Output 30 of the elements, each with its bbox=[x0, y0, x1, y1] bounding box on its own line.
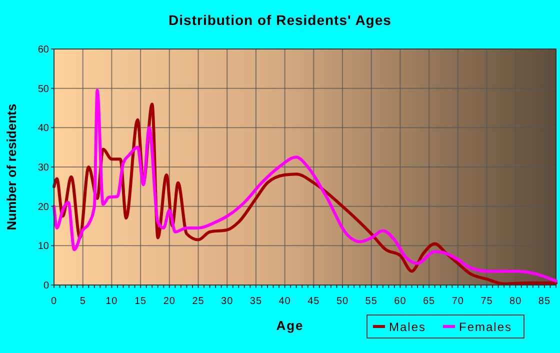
x-tick-label: 50 bbox=[336, 296, 349, 307]
y-tick-label: 60 bbox=[38, 44, 50, 56]
y-tick-label: 30 bbox=[38, 162, 50, 174]
x-tick-label: 30 bbox=[221, 296, 234, 307]
x-tick-label: 85 bbox=[538, 296, 551, 307]
x-tick-label: 25 bbox=[192, 296, 204, 307]
x-tick-label: 10 bbox=[106, 296, 118, 307]
x-tick-label: 70 bbox=[452, 296, 464, 307]
x-tick-label: 5 bbox=[80, 296, 86, 307]
x-tick-label: 60 bbox=[394, 296, 406, 307]
x-tick-label: 80 bbox=[510, 296, 522, 307]
y-tick-label: 0 bbox=[43, 280, 50, 292]
x-tick-label: 45 bbox=[308, 296, 320, 307]
x-tick-label: 65 bbox=[422, 296, 436, 307]
y-tick-label: 50 bbox=[38, 84, 50, 95]
legend-label: Males bbox=[389, 320, 426, 334]
chart-title: Distribution of Residents' Ages bbox=[168, 12, 392, 28]
x-tick-label: 0 bbox=[50, 296, 58, 307]
y-tick-label: 10 bbox=[38, 241, 50, 252]
x-tick-label: 55 bbox=[365, 296, 378, 307]
x-tick-label: 20 bbox=[163, 296, 176, 307]
x-tick-label: 40 bbox=[278, 296, 291, 307]
y-tick-label: 20 bbox=[38, 202, 50, 213]
legend-label: Females bbox=[459, 320, 512, 334]
x-tick-label: 15 bbox=[134, 296, 147, 307]
y-axis-title: Number of residents bbox=[4, 104, 19, 230]
y-tick-label: 40 bbox=[38, 123, 50, 134]
x-axis-title: Age bbox=[276, 318, 304, 333]
x-tick-label: 75 bbox=[480, 296, 493, 307]
x-tick-label: 35 bbox=[250, 296, 262, 307]
